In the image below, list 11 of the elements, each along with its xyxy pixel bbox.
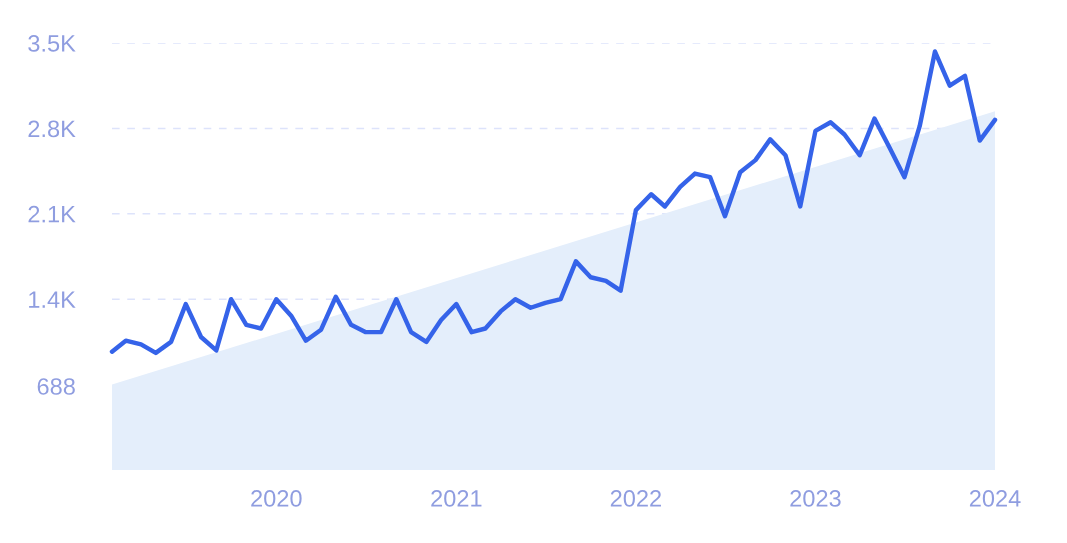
y-tick-label: 2.1K xyxy=(28,205,76,223)
y-tick-label: 688 xyxy=(37,378,75,395)
y-tick-label: 2.8K xyxy=(28,120,76,138)
y-tick-label: 3.5K xyxy=(28,35,76,52)
x-tick-label: 2020 xyxy=(251,490,302,507)
x-tick-label: 2023 xyxy=(790,490,841,507)
line-series xyxy=(109,49,998,356)
x-tick-label: 2024 xyxy=(969,490,1021,507)
x-tick-label: 2022 xyxy=(610,490,661,507)
x-tick-label: 2021 xyxy=(431,490,482,507)
y-tick-label: 1.4K xyxy=(29,291,76,308)
